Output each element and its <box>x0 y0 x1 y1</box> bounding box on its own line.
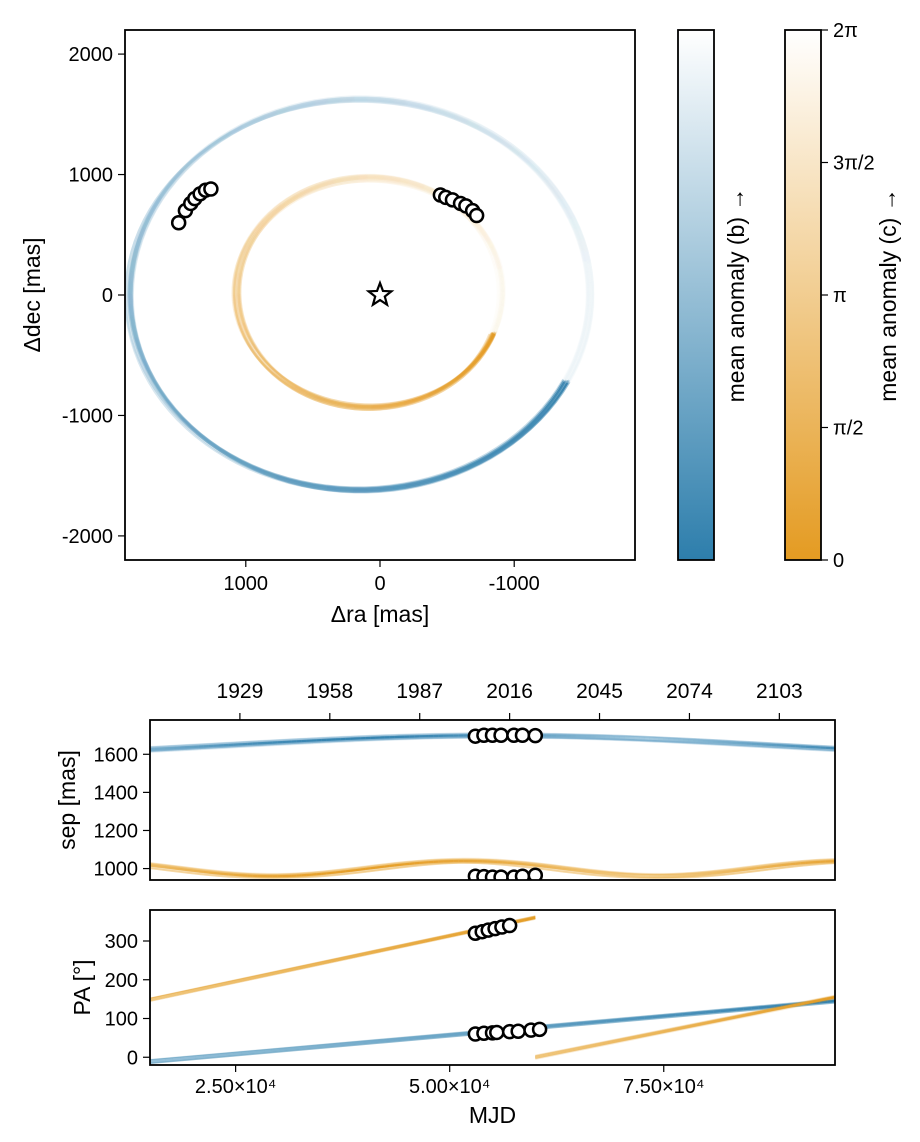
pa-points-b <box>469 1023 546 1041</box>
pa-plot: 0 100 200 300 2.50×10⁴ 5.00×10⁴ 7.50×10⁴ PA [°]… <box>69 910 835 1128</box>
orbit-c-points <box>434 189 483 222</box>
data-point <box>204 183 217 196</box>
sep-ytick: 1000 <box>94 859 139 881</box>
pa-ytick: 0 <box>127 1047 138 1069</box>
pa-ylabel: PA [°] <box>69 959 95 1015</box>
figure-root: 10000-1000-2000-1000010002000Δra [mas]Δd… <box>0 0 920 1142</box>
data-point <box>495 729 508 742</box>
data-point <box>512 1025 525 1038</box>
sep-plot: 1000 1200 1400 1600 sep [mas] <box>54 720 835 884</box>
orbit-ytick: 0 <box>102 285 113 307</box>
colorbar-c-tick: 2π <box>833 20 858 42</box>
orbit-ytick: 1000 <box>69 165 114 187</box>
colorbar-c-tick: 0 <box>833 550 844 572</box>
data-point <box>495 871 508 884</box>
pa-ytick: 200 <box>105 970 138 992</box>
orbit-b-points <box>172 183 217 230</box>
sep-points-b <box>469 729 542 743</box>
data-point <box>533 1023 546 1036</box>
pa-ytick: 300 <box>105 931 138 953</box>
pa-xtick: 2.50×10⁴ <box>195 1076 276 1098</box>
pa-xtick: 5.00×10⁴ <box>409 1076 490 1098</box>
data-point <box>490 1026 503 1039</box>
year-tick-label: 1958 <box>306 680 353 703</box>
orbit-ytick: -2000 <box>62 526 113 548</box>
colorbar-c-tick: 3π/2 <box>833 153 875 175</box>
central-star <box>369 283 392 305</box>
colorbar-b-label: mean anomaly (b) → <box>723 188 749 403</box>
data-point <box>172 216 185 229</box>
pa-xlabel: MJD <box>469 1102 516 1128</box>
colorbar-c-tick: π <box>833 285 847 307</box>
sep-points-c <box>469 869 542 884</box>
orbit-ylabel: Δdec [mas] <box>19 237 45 352</box>
orbit-plot: 1000 0 -1000 -2000 -1000 0 1000 2000 Δra [mas] Δd… <box>19 30 635 627</box>
orbit-xtick: 1000 <box>224 573 269 595</box>
year-tick-label: 2045 <box>576 680 623 703</box>
colorbar-c <box>785 30 821 560</box>
data-point <box>516 729 529 742</box>
svg-canvas: 10000-1000-2000-1000010002000Δra [mas]Δd… <box>0 0 920 1142</box>
year-tick-label: 2103 <box>756 680 803 703</box>
colorbar-c-tick: π/2 <box>833 418 863 440</box>
sep-ytick: 1400 <box>94 782 139 804</box>
orbit-xtick: -1000 <box>489 573 540 595</box>
colorbar-c-label: mean anomaly (c) → <box>875 188 901 401</box>
pa-ytick: 100 <box>105 1009 138 1031</box>
orbit-xlabel: Δra [mas] <box>331 601 429 627</box>
data-point <box>470 209 483 222</box>
sep-ylabel: sep [mas] <box>54 750 80 850</box>
orbit-ytick: 2000 <box>69 44 114 66</box>
pa-xtick: 7.50×10⁴ <box>623 1076 704 1098</box>
year-tick-label: 1987 <box>396 680 443 703</box>
orbit-xtick: 0 <box>374 573 385 595</box>
colorbar-b <box>678 30 714 560</box>
sep-ytick: 1200 <box>94 820 139 842</box>
sep-ytick: 1600 <box>94 744 139 766</box>
year-tick-label: 2074 <box>666 680 713 703</box>
year-tick-label: 2016 <box>486 680 533 703</box>
orbit-ytick: -1000 <box>62 405 113 427</box>
orbit-bundle <box>125 96 593 492</box>
pa-points-c <box>469 919 516 940</box>
data-point <box>529 729 542 742</box>
data-point <box>503 919 516 932</box>
year-tick-label: 1929 <box>217 680 264 703</box>
